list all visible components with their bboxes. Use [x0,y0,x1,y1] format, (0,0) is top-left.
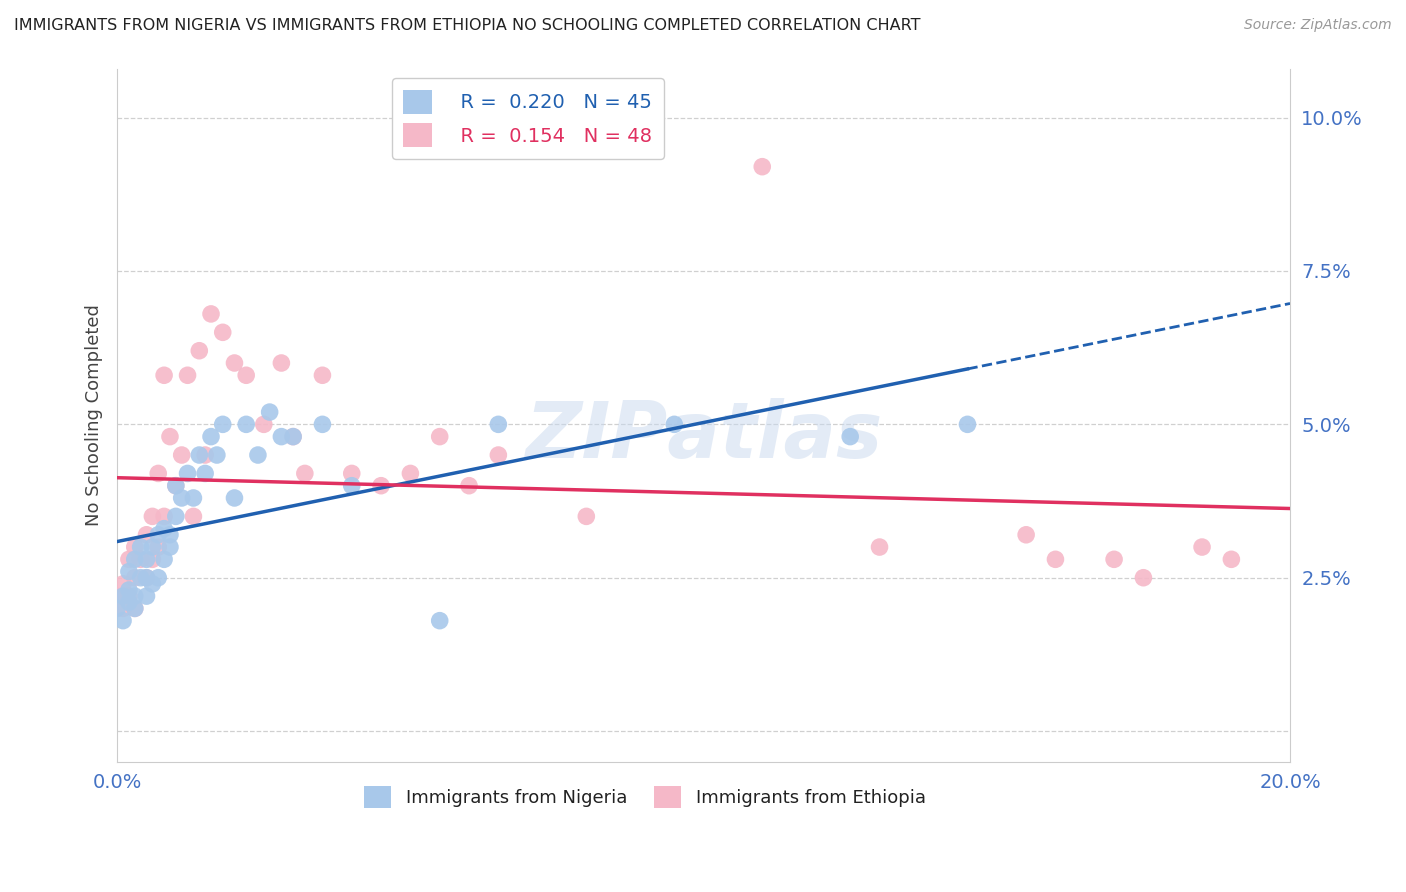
Point [105,601,128,615]
Point [135,571,157,585]
Point [224,491,246,505]
Point [176,467,198,481]
Point [112,589,135,603]
Point [135,589,157,603]
Point [486,417,509,432]
Point [153,368,176,383]
Point [105,589,128,603]
Point [135,528,157,542]
Point [235,417,257,432]
Point [135,552,157,566]
Point [153,552,176,566]
Point [246,448,269,462]
Point [148,528,170,542]
Point [281,429,304,443]
Point [129,540,152,554]
Point [124,601,146,615]
Point [153,522,176,536]
Point [205,448,228,462]
Point [429,429,451,443]
Point [176,368,198,383]
Point [211,417,233,432]
Point [183,491,205,505]
Point [148,540,170,554]
Point [141,577,163,591]
Point [194,467,217,481]
Point [112,614,135,628]
Point [311,417,333,432]
Point [1220,552,1243,566]
Point [200,429,222,443]
Point [124,552,146,566]
Point [1102,552,1125,566]
Point [159,540,181,554]
Point [458,479,481,493]
Point [112,577,135,591]
Point [165,509,187,524]
Point [159,429,181,443]
Point [141,552,163,566]
Point [1191,540,1213,554]
Point [153,509,176,524]
Point [429,614,451,628]
Point [118,589,141,603]
Point [839,429,862,443]
Text: Source: ZipAtlas.com: Source: ZipAtlas.com [1244,18,1392,32]
Point [370,479,392,493]
Point [751,160,773,174]
Point [148,467,170,481]
Point [159,528,181,542]
Point [118,595,141,609]
Point [1132,571,1154,585]
Point [399,467,422,481]
Point [211,326,233,340]
Point [118,552,141,566]
Point [188,448,211,462]
Point [270,429,292,443]
Point [235,368,257,383]
Point [170,491,193,505]
Point [124,601,146,615]
Point [664,417,686,432]
Point [124,589,146,603]
Point [194,448,217,462]
Point [141,540,163,554]
Point [148,571,170,585]
Point [129,552,152,566]
Point [340,479,363,493]
Point [141,509,163,524]
Point [170,448,193,462]
Point [253,417,276,432]
Point [124,571,146,585]
Point [118,582,141,597]
Point [165,479,187,493]
Point [281,429,304,443]
Point [340,467,363,481]
Point [575,509,598,524]
Point [200,307,222,321]
Point [956,417,979,432]
Point [118,565,141,579]
Point [129,571,152,585]
Point [183,509,205,524]
Point [1045,552,1067,566]
Point [165,479,187,493]
Point [259,405,281,419]
Text: ZIP​atlas: ZIP​atlas [524,398,882,474]
Point [224,356,246,370]
Y-axis label: No Schooling Completed: No Schooling Completed [86,304,103,526]
Point [135,571,157,585]
Text: IMMIGRANTS FROM NIGERIA VS IMMIGRANTS FROM ETHIOPIA NO SCHOOLING COMPLETED CORRE: IMMIGRANTS FROM NIGERIA VS IMMIGRANTS FR… [14,18,921,33]
Point [124,540,146,554]
Point [869,540,891,554]
Point [486,448,509,462]
Point [112,601,135,615]
Point [188,343,211,358]
Point [270,356,292,370]
Legend: Immigrants from Nigeria, Immigrants from Ethiopia: Immigrants from Nigeria, Immigrants from… [357,779,934,815]
Point [1015,528,1038,542]
Point [294,467,316,481]
Point [311,368,333,383]
